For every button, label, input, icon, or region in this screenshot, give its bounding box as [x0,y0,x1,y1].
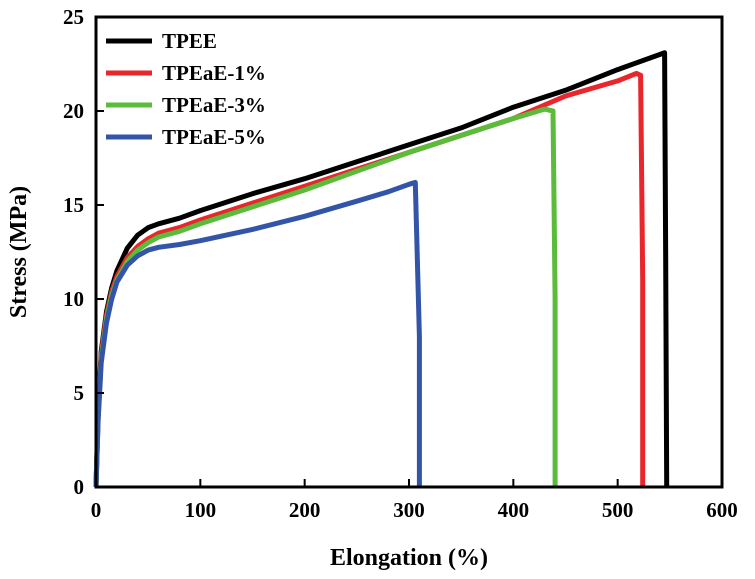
y-tick-label: 15 [63,193,84,217]
plot-frame [94,15,724,489]
y-tick-label: 10 [63,287,84,311]
y-tick-label: 20 [63,99,84,123]
tick-layer: 0 100 200 300 400 500 600 0 5 10 15 20 25 [63,5,738,522]
x-tick-label: 0 [91,498,102,522]
series-line-3 [93,106,558,488]
x-tick-label: 600 [706,498,738,522]
x-tick-label: 100 [185,498,217,522]
y-tick-label: 25 [63,5,84,29]
series-line-1 [93,50,670,488]
legend-label-1: TPEE [162,29,217,53]
x-axis-title: Elongation (%) [330,545,488,571]
y-tick-label: 0 [74,475,85,499]
y-axis-title: Stress (MPa) [6,186,32,318]
x-tick-label: 200 [289,498,321,522]
series-layer [93,50,670,488]
x-tick-label: 400 [498,498,530,522]
legend-label-3: TPEaE-3% [162,93,266,117]
x-tick-label: 500 [602,498,634,522]
x-tick-label: 300 [393,498,425,522]
legend-label-4: TPEaE-5% [162,125,266,149]
legend: TPEE TPEaE-1% TPEaE-3% TPEaE-5% [106,29,266,149]
series-line-4 [93,179,422,488]
y-tick-label: 5 [74,381,85,405]
legend-label-2: TPEaE-1% [162,61,266,85]
